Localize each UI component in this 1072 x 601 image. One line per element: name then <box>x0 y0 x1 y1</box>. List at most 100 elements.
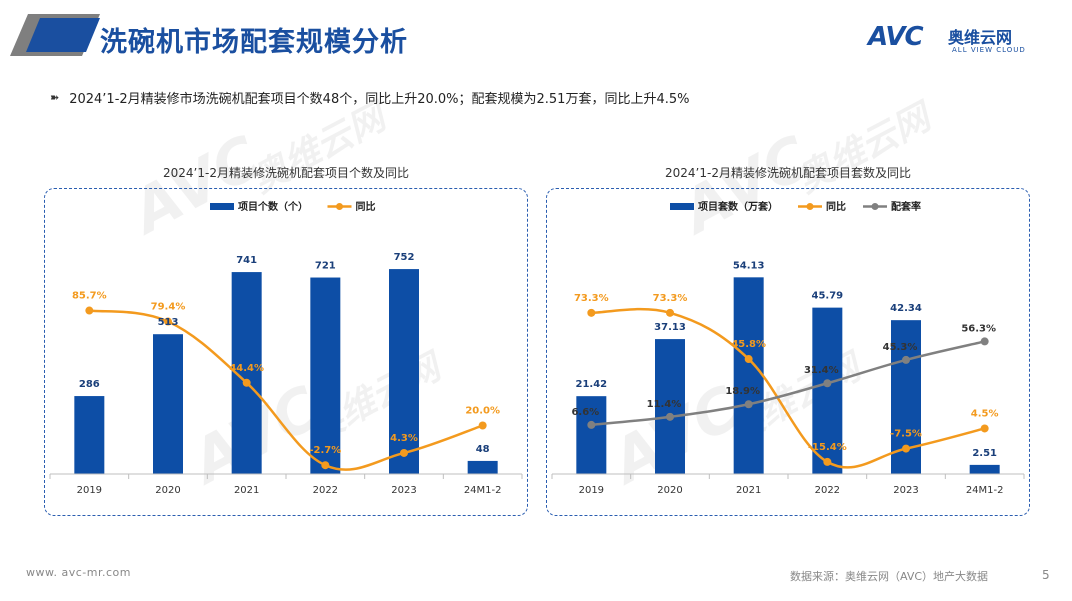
bar <box>74 396 105 474</box>
logo-name-cn: 奥维云网 <box>948 28 1013 47</box>
yoy-value-label: 45.8% <box>731 339 766 350</box>
yoy-point <box>744 355 753 364</box>
bar-value-label: 21.42 <box>576 379 608 390</box>
x-tick-label: 2019 <box>579 485 604 496</box>
company-logo: AVC 奥维云网 ALL VIEW CLOUD <box>868 22 1048 62</box>
yoy-value-label: 4.5% <box>971 408 999 419</box>
yoy-point <box>85 306 94 315</box>
yoy-point <box>478 421 487 430</box>
page-number: 5 <box>1042 568 1050 582</box>
chart-2-title: 2024’1-2月精装修洗碗机配套项目套数及同比 <box>665 166 911 180</box>
bar <box>969 464 1000 474</box>
legend-bar-swatch <box>670 203 694 210</box>
bar-value-label: 42.34 <box>890 303 922 314</box>
yoy-point <box>400 448 408 457</box>
rate-line <box>591 340 985 427</box>
bar-value-label: 45.79 <box>812 291 844 302</box>
yoy-line <box>591 307 985 469</box>
rate-value-label: 18.9% <box>725 386 760 397</box>
yoy-value-label: 20.0% <box>465 406 500 417</box>
yoy-value-label: -7.5% <box>890 429 922 440</box>
chart-1-frame <box>44 188 528 516</box>
bar <box>153 334 183 474</box>
bar <box>655 339 685 474</box>
legend-label: 项目套数（万套） <box>698 200 778 213</box>
legend-line-marker <box>336 203 343 210</box>
x-tick-label: 2023 <box>893 485 918 496</box>
yoy-value-label: 44.4% <box>229 363 264 374</box>
bar-value-label: 54.13 <box>733 260 765 271</box>
rate-value-label: 45.3% <box>883 342 918 353</box>
yoy-value-label: -2.7% <box>309 445 341 456</box>
legend-label: 项目个数（个） <box>238 200 308 213</box>
yoy-point <box>666 308 674 317</box>
chart-1-plot: 项目个数（个） 同比 2019 2020 2021 2022 2023 24M1-2 286 51… <box>49 200 523 496</box>
bar <box>576 396 607 474</box>
arrow-bullet-icon: ➽ <box>50 91 60 104</box>
x-tick-label: 2020 <box>155 485 180 496</box>
rate-point <box>744 400 753 409</box>
page-title: 洗碗机市场配套规模分析 <box>100 27 408 58</box>
bar <box>733 277 764 474</box>
summary-text: 2024’1-2月精装修市场洗碗机配套项目个数48个，同比上升20.0%；配套规… <box>69 92 690 107</box>
yoy-point <box>164 317 172 326</box>
rate-value-label: 31.4% <box>804 365 839 376</box>
bar-value-label: 48 <box>476 444 490 455</box>
header-decoration <box>10 14 100 56</box>
bar-value-label: 513 <box>158 317 179 328</box>
rate-value-label: 11.4% <box>647 399 682 410</box>
bar <box>812 307 843 474</box>
watermark-text: 奥维云网 <box>790 97 937 201</box>
bar-value-label: 2.51 <box>972 448 997 459</box>
x-tick-label: 2021 <box>234 485 259 496</box>
rate-point <box>902 355 910 364</box>
bar-value-label: 37.13 <box>654 322 686 333</box>
bar-value-label: 741 <box>236 255 257 266</box>
summary-bullet: ➽ 2024’1-2月精装修市场洗碗机配套项目个数48个，同比上升20.0%；配… <box>50 88 689 107</box>
yoy-point <box>902 444 910 453</box>
rate-value-label: 56.3% <box>961 323 996 334</box>
yoy-point <box>321 461 330 470</box>
yoy-point <box>587 308 596 317</box>
x-tick-label: 2022 <box>313 485 338 496</box>
logo-mark: AVC <box>868 22 924 52</box>
bar-value-label: 752 <box>394 252 415 263</box>
yoy-value-label: 73.3% <box>574 293 609 304</box>
yoy-value-label: 73.3% <box>653 293 688 304</box>
yoy-point <box>242 378 251 387</box>
legend-line-marker <box>806 203 814 210</box>
chart-1-title: 2024’1-2月精装修洗碗机配套项目个数及同比 <box>163 166 409 180</box>
rate-point <box>587 420 596 429</box>
rate-value-label: 6.6% <box>571 407 599 418</box>
x-tick-label: 2019 <box>77 485 102 496</box>
rate-point <box>666 412 674 421</box>
yoy-value-label: 85.7% <box>72 291 107 302</box>
bar-value-label: 721 <box>315 261 336 272</box>
bar <box>310 277 341 474</box>
x-tick-label: 24M1-2 <box>464 485 502 496</box>
chart-2-plot: 项目套数（万套） 同比 配套率 2019 2020 2021 2022 2023 24M1-2 2… <box>551 200 1025 496</box>
yoy-line <box>89 309 484 471</box>
legend-label: 配套率 <box>891 200 921 213</box>
yoy-value-label: 79.4% <box>151 302 186 313</box>
x-tick-label: 2023 <box>391 485 416 496</box>
footer-source: 数据来源：奥维云网（AVC）地产大数据 <box>790 570 989 583</box>
x-tick-label: 2020 <box>657 485 682 496</box>
legend-line-marker <box>871 203 879 210</box>
yoy-value-label: 4.3% <box>390 433 418 444</box>
footer-website: www. avc-mr.com <box>26 566 131 579</box>
x-tick-label: 24M1-2 <box>966 485 1004 496</box>
bar-value-label: 286 <box>79 379 100 390</box>
legend-label: 同比 <box>356 200 376 213</box>
bar <box>389 269 419 474</box>
x-tick-label: 2022 <box>815 485 840 496</box>
legend-bar-swatch <box>210 203 234 210</box>
yoy-value-label: -15.4% <box>808 442 847 453</box>
logo-name-en: ALL VIEW CLOUD <box>952 46 1026 54</box>
rate-point <box>823 379 832 388</box>
yoy-point <box>980 424 989 433</box>
x-tick-label: 2021 <box>736 485 761 496</box>
legend-label: 同比 <box>826 200 846 213</box>
chart-2-frame <box>546 188 1030 516</box>
rate-point <box>980 337 989 346</box>
